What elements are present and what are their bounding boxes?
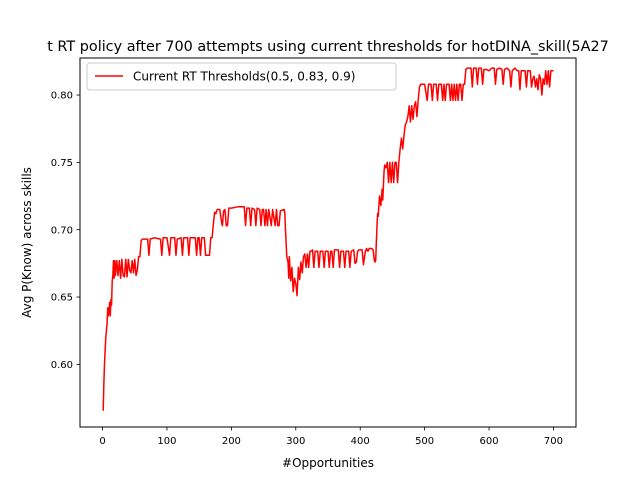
- y-tick-label: 0.60: [51, 360, 73, 371]
- y-tick-label: 0.70: [51, 225, 73, 236]
- legend-label: Current RT Thresholds(0.5, 0.83, 0.9): [133, 70, 355, 84]
- chart-title: t RT policy after 700 attempts using cur…: [47, 39, 609, 55]
- y-axis-ticks: 0.60 0.65 0.70 0.75 0.80: [51, 91, 80, 371]
- x-tick-label: 500: [415, 436, 434, 447]
- x-tick-label: 300: [286, 436, 305, 447]
- plot-area: [80, 58, 576, 427]
- y-tick-label: 0.75: [51, 158, 73, 169]
- x-tick-label: 400: [351, 436, 370, 447]
- legend: Current RT Thresholds(0.5, 0.83, 0.9): [86, 62, 397, 91]
- x-tick-label: 100: [157, 436, 176, 447]
- legend-box: [86, 62, 397, 91]
- y-axis-label: Avg P(Know) across skills: [20, 167, 34, 318]
- x-tick-label: 0: [99, 436, 105, 447]
- x-axis-ticks: 0 100 200 300 400 500 600 700: [99, 427, 563, 447]
- x-tick-label: 700: [544, 436, 563, 447]
- x-tick-label: 600: [479, 436, 498, 447]
- series-line-0: [102, 67, 554, 411]
- y-tick-label: 0.65: [51, 293, 73, 304]
- x-axis-label: #Opportunities: [282, 456, 374, 470]
- plot-frame: [79, 57, 577, 428]
- y-tick-label: 0.80: [51, 91, 73, 102]
- series-layer: [102, 67, 554, 411]
- x-tick-label: 200: [222, 436, 241, 447]
